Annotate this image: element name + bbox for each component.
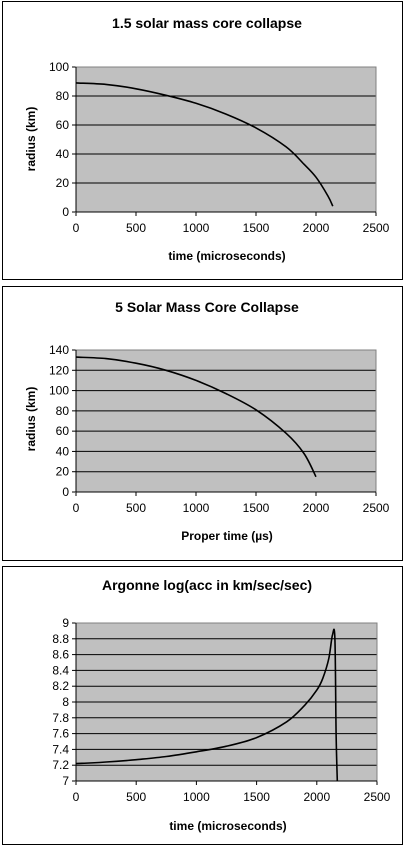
chart-3-xtick-label: 1000 bbox=[183, 790, 210, 804]
chart-3-xtick-label: 1500 bbox=[243, 790, 270, 804]
chart-2-plot-area bbox=[76, 350, 376, 492]
chart-2-ytick-label: 20 bbox=[56, 465, 70, 479]
chart-2-ytick-label: 140 bbox=[49, 343, 69, 357]
chart-2-ytick-label: 100 bbox=[49, 384, 69, 398]
chart-3-ytick-label: 8 bbox=[62, 695, 69, 709]
chart-1-ytick-label: 60 bbox=[56, 118, 70, 132]
chart-2-xtick-label: 500 bbox=[126, 501, 146, 515]
chart-2-series-line bbox=[75, 356, 317, 478]
chart-1-ylabel: radius (km) bbox=[24, 107, 38, 172]
chart-2-xtick-label: 2500 bbox=[363, 501, 390, 515]
chart-panel-3: Argonne log(acc in km/sec/sec) time (mic… bbox=[2, 566, 403, 845]
chart-1-title: 1.5 solar mass core collapse bbox=[112, 15, 302, 31]
chart-3-ytick-label: 9 bbox=[62, 616, 69, 630]
chart-3-xtick-label: 2500 bbox=[364, 790, 391, 804]
chart-1-series-line bbox=[75, 82, 334, 207]
chart-2-ytick-label: 60 bbox=[56, 424, 70, 438]
chart-3: Argonne log(acc in km/sec/sec) time (mic… bbox=[52, 577, 390, 833]
chart-2-xlabel: Proper time (µs) bbox=[181, 529, 273, 543]
chart-1-xtick-label: 500 bbox=[126, 221, 146, 235]
chart-1-xtick-label: 0 bbox=[73, 221, 80, 235]
chart-3-ytick-label: 8.6 bbox=[52, 648, 69, 662]
chart-2-ytick-label: 80 bbox=[56, 404, 70, 418]
chart-panel-1: 1.5 solar mass core collapse radius (km)… bbox=[2, 1, 403, 280]
chart-2-ylabel: radius (km) bbox=[24, 387, 38, 452]
chart-2-ytick-label: 0 bbox=[62, 485, 69, 499]
chart-1-xtick-label: 1000 bbox=[183, 221, 210, 235]
chart-2: 5 Solar Mass Core Collapse radius (km) P… bbox=[24, 299, 390, 543]
chart-2-xtick-label: 1000 bbox=[183, 501, 210, 515]
chart-1-plot-area bbox=[76, 67, 376, 212]
chart-2-plot: 0 20 40 60 80 100 120 140 0 500 1000 1500 2000 2500 bbox=[49, 343, 390, 515]
chart-3-ytick-label: 8.8 bbox=[52, 632, 69, 646]
chart-1-xlabel: time (microseconds) bbox=[168, 249, 285, 263]
chart-2-ytick-label: 120 bbox=[49, 363, 69, 377]
chart-3-ytick-label: 7.2 bbox=[52, 758, 69, 772]
chart-3-plot: 7 7.2 7.47.6 7.8 8 8.2 8.48.6 8.8 9 0 500 1000 1500 2… bbox=[52, 616, 390, 804]
chart-1-ytick-label: 0 bbox=[62, 205, 69, 219]
chart-1-xtick-label: 2500 bbox=[363, 221, 390, 235]
chart-3-xtick-label: 2000 bbox=[303, 790, 330, 804]
chart-1-ytick-label: 20 bbox=[56, 176, 70, 190]
chart-panel-2: 5 Solar Mass Core Collapse radius (km) P… bbox=[2, 286, 403, 561]
chart-3-series-line bbox=[75, 628, 339, 782]
chart-1-xtick-label: 1500 bbox=[243, 221, 270, 235]
chart-1-ytick-label: 80 bbox=[56, 89, 70, 103]
chart-3-title: Argonne log(acc in km/sec/sec) bbox=[102, 577, 312, 593]
chart-3-ytick-label: 7.6 bbox=[52, 727, 69, 741]
chart-3-ytick-label: 7.4 bbox=[52, 742, 69, 756]
chart-2-xtick-label: 0 bbox=[73, 501, 80, 515]
chart-2-ytick-label: 40 bbox=[56, 444, 70, 458]
chart-2-title: 5 Solar Mass Core Collapse bbox=[115, 299, 299, 315]
chart-1-ytick-label: 100 bbox=[49, 60, 69, 74]
chart-1-xtick-label: 2000 bbox=[303, 221, 330, 235]
chart-2-xtick-label: 1500 bbox=[243, 501, 270, 515]
chart-3-ytick-label: 7 bbox=[62, 774, 69, 788]
chart-3-ytick-label: 8.2 bbox=[52, 679, 69, 693]
chart-3-ytick-label: 7.8 bbox=[52, 711, 69, 725]
chart-1-ytick-label: 40 bbox=[56, 147, 70, 161]
chart-3-xtick-label: 0 bbox=[73, 790, 80, 804]
chart-3-xtick-label: 500 bbox=[126, 790, 146, 804]
chart-1: 1.5 solar mass core collapse radius (km)… bbox=[24, 15, 390, 263]
chart-3-ytick-label: 8.4 bbox=[52, 663, 69, 677]
chart-3-xlabel: time (microseconds) bbox=[169, 819, 286, 833]
chart-2-xtick-label: 2000 bbox=[303, 501, 330, 515]
